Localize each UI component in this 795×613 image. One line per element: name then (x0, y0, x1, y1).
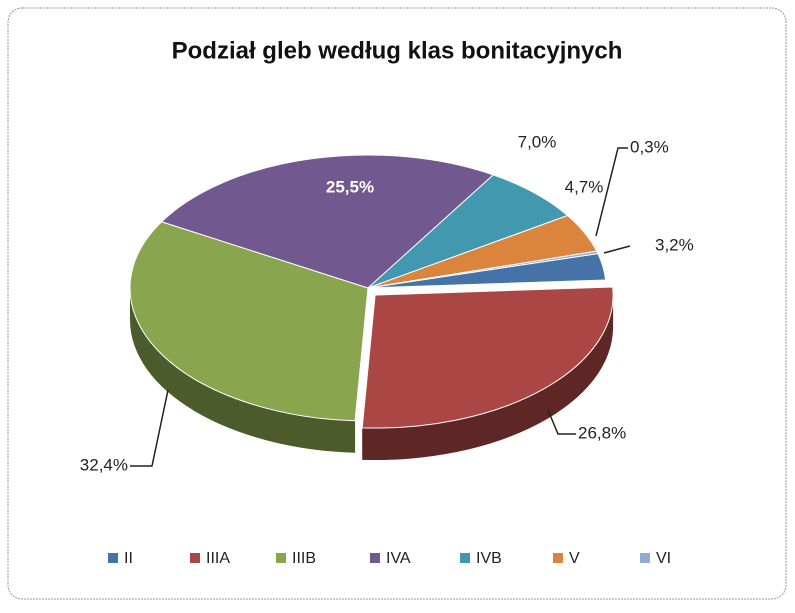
slice-side (130, 288, 356, 453)
legend-swatch (190, 553, 200, 563)
slice (160, 154, 495, 289)
legend-swatch (640, 553, 650, 563)
data-label: 25,5% (326, 177, 374, 196)
leader-line (547, 409, 576, 435)
legend-label: V (569, 550, 580, 567)
legend-label: IVB (476, 550, 502, 567)
legend-swatch (276, 553, 286, 563)
leader-line (603, 245, 631, 254)
data-label: 7,0% (518, 132, 557, 151)
legend-label: IVA (386, 550, 411, 567)
leader-line (595, 147, 628, 237)
slice (361, 286, 614, 429)
data-label: 0,3% (630, 137, 669, 156)
data-label: 3,2% (655, 235, 694, 254)
legend-label: VI (656, 550, 671, 567)
slice (129, 221, 369, 422)
slice (367, 250, 599, 289)
slice-side (362, 295, 614, 461)
legend-swatch (460, 553, 470, 563)
legend-label: IIIB (292, 550, 316, 567)
data-label: 4,7% (565, 177, 604, 196)
legend-label: II (124, 550, 133, 567)
data-label: 32,4% (80, 455, 128, 474)
data-label: 26,8% (578, 423, 626, 442)
legend-swatch (108, 553, 118, 563)
legend-swatch (370, 553, 380, 563)
legend-swatch (553, 553, 563, 563)
chart-title: Podział gleb według klas bonitacyjnych (172, 37, 623, 64)
slice (367, 174, 569, 289)
legend-label: IIIA (206, 550, 230, 567)
leader-line (130, 389, 169, 467)
